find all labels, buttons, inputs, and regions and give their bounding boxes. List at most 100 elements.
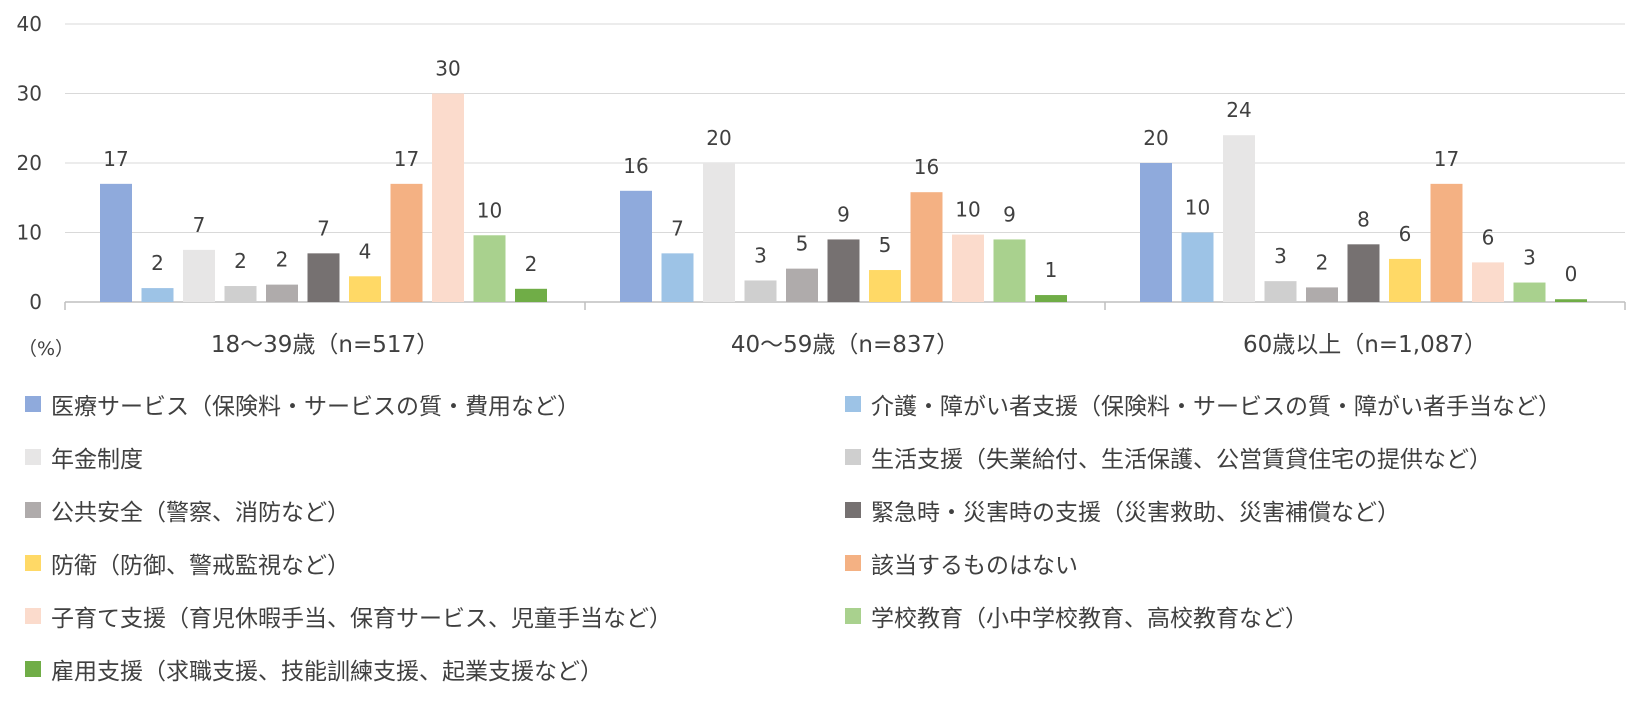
data-label: 10 (1185, 196, 1210, 220)
bar (1035, 295, 1067, 302)
bar (1430, 183, 1463, 302)
data-label: 10 (477, 198, 502, 222)
x-category-label: 18〜39歳（n=517） (211, 332, 439, 358)
legend-item: 緊急時・災害時の支援（災害救助、災害補償など） (845, 494, 1400, 526)
legend-item: 年金制度 (25, 441, 143, 473)
legend-item: 生活支援（失業給付、生活保護、公営賃貸住宅の提供など） (845, 441, 1492, 473)
bar (432, 93, 464, 302)
bar (744, 280, 777, 302)
data-label: 3 (1274, 244, 1287, 268)
bar (100, 183, 132, 302)
legend-item: 介護・障がい者支援（保険料・サービスの質・障がい者手当など） (845, 388, 1561, 420)
data-label: 5 (796, 232, 809, 256)
x-category-label: 40〜59歳（n=837） (731, 332, 959, 358)
bar (141, 288, 174, 302)
bar (307, 253, 340, 302)
legend: 医療サービス（保険料・サービスの質・費用など） 介護・障がい者支援（保険料・サービ… (25, 388, 1635, 698)
data-label: 7 (671, 216, 684, 240)
legend-label: 子育て支援（育児休暇手当、保育サービス、児童手当など） (51, 606, 672, 632)
legend-item: 子育て支援（育児休暇手当、保育サービス、児童手当など） (25, 600, 672, 632)
legend-label: 医療サービス（保険料・サービスの質・費用など） (51, 394, 580, 420)
data-label: 1 (1045, 258, 1058, 282)
data-label: 7 (193, 213, 206, 237)
legend-swatch (845, 396, 861, 412)
data-label: 2 (1316, 250, 1329, 274)
y-tick-label: 30 (17, 82, 42, 106)
legend-swatch (845, 555, 861, 571)
legend-swatch (845, 449, 861, 465)
bar (183, 249, 215, 302)
bar (827, 239, 860, 302)
data-label: 20 (706, 126, 731, 150)
bar (390, 183, 423, 302)
legend-label: 公共安全（警察、消防など） (51, 500, 350, 526)
data-label: 10 (955, 198, 980, 222)
legend-item: 防衛（防御、警戒監視など） (25, 547, 350, 579)
legend-label: 学校教育（小中学校教育、高校教育など） (871, 606, 1308, 632)
y-tick-label: 40 (17, 12, 42, 36)
bar (224, 286, 257, 302)
data-label: 2 (234, 249, 247, 273)
data-label: 2 (151, 251, 164, 275)
legend-item: 公共安全（警察、消防など） (25, 494, 350, 526)
bar (1472, 262, 1504, 302)
bar (620, 190, 652, 302)
legend-swatch (25, 555, 41, 571)
bar (473, 235, 506, 302)
legend-swatch (25, 608, 41, 624)
legend-swatch (25, 396, 41, 412)
bar (786, 268, 818, 302)
legend-item: 学校教育（小中学校教育、高校教育など） (845, 600, 1308, 632)
data-label: 6 (1482, 225, 1495, 249)
legend-label: 緊急時・災害時の支援（災害救助、災害補償など） (871, 500, 1400, 526)
data-label: 9 (1003, 202, 1016, 226)
data-label: 24 (1226, 98, 1251, 122)
bar (1347, 244, 1380, 302)
legend-swatch (25, 502, 41, 518)
bar (266, 284, 298, 302)
bar (869, 270, 901, 302)
data-label: 9 (837, 202, 850, 226)
data-label: 8 (1357, 207, 1370, 231)
data-label: 3 (754, 243, 767, 267)
legend-swatch (25, 661, 41, 677)
bar (349, 276, 381, 302)
bar (661, 253, 694, 302)
legend-swatch (845, 502, 861, 518)
data-label: 2 (276, 248, 289, 272)
bar (1223, 135, 1255, 302)
legend-label: 該当するものはない (871, 553, 1078, 579)
data-label: 17 (1434, 147, 1459, 171)
bar (703, 163, 735, 302)
bar (1181, 232, 1214, 302)
bar (910, 192, 943, 302)
data-label: 7 (317, 216, 330, 240)
y-tick-label: 20 (17, 151, 42, 175)
bar (1555, 299, 1587, 302)
data-label: 5 (879, 233, 892, 257)
data-label: 16 (914, 155, 939, 179)
legend-item: 医療サービス（保険料・サービスの質・費用など） (25, 388, 580, 420)
data-label: 0 (1565, 262, 1578, 286)
bar (952, 234, 984, 302)
data-label: 30 (435, 57, 460, 81)
bar (993, 239, 1026, 302)
data-label: 20 (1143, 126, 1168, 150)
bar (515, 288, 547, 302)
y-tick-label: 10 (17, 221, 42, 245)
legend-swatch (25, 449, 41, 465)
data-label: 16 (623, 154, 648, 178)
legend-label: 介護・障がい者支援（保険料・サービスの質・障がい者手当など） (871, 394, 1561, 420)
data-label: 4 (359, 239, 372, 263)
data-label: 3 (1523, 246, 1536, 270)
data-label: 6 (1399, 222, 1412, 246)
legend-label: 年金制度 (51, 447, 143, 473)
y-unit-label: （%） (18, 338, 75, 360)
y-tick-label: 0 (29, 290, 42, 314)
legend-label: 生活支援（失業給付、生活保護、公営賃貸住宅の提供など） (871, 447, 1492, 473)
bar (1389, 258, 1421, 302)
data-label: 2 (525, 252, 538, 276)
bar (1264, 281, 1297, 302)
legend-label: 防衛（防御、警戒監視など） (51, 553, 350, 579)
